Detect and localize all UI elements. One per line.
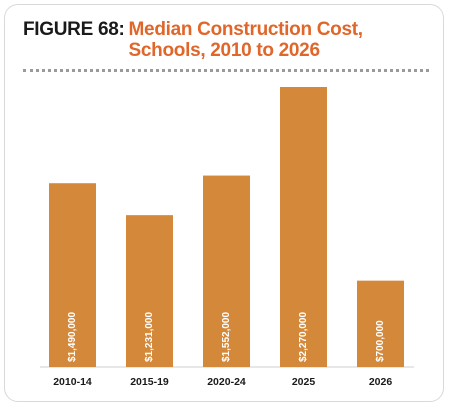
x-tick-label: 2015-19 [130,376,169,388]
value-label: $1,231,000 [144,312,155,362]
x-tick-label: 2010-14 [53,376,92,388]
value-label: $1,552,000 [221,312,232,362]
value-label: $700,000 [375,320,386,362]
bar [280,87,327,367]
x-tick-label: 2026 [369,376,393,388]
value-label: $1,490,000 [67,312,78,362]
bar [203,175,250,367]
figure-label: FIGURE 68: [23,19,125,40]
bar [357,280,404,367]
bar [49,183,96,367]
x-tick-label: 2025 [292,376,316,388]
bar [126,215,173,367]
x-tick-label: 2020-24 [207,376,246,388]
chart-title: Median Construction Cost, Schools, 2010 … [128,19,364,61]
title-row: FIGURE 68: Median Construction Cost, Sch… [23,19,369,61]
value-label: $2,270,000 [298,312,309,362]
title-rule [23,69,429,72]
